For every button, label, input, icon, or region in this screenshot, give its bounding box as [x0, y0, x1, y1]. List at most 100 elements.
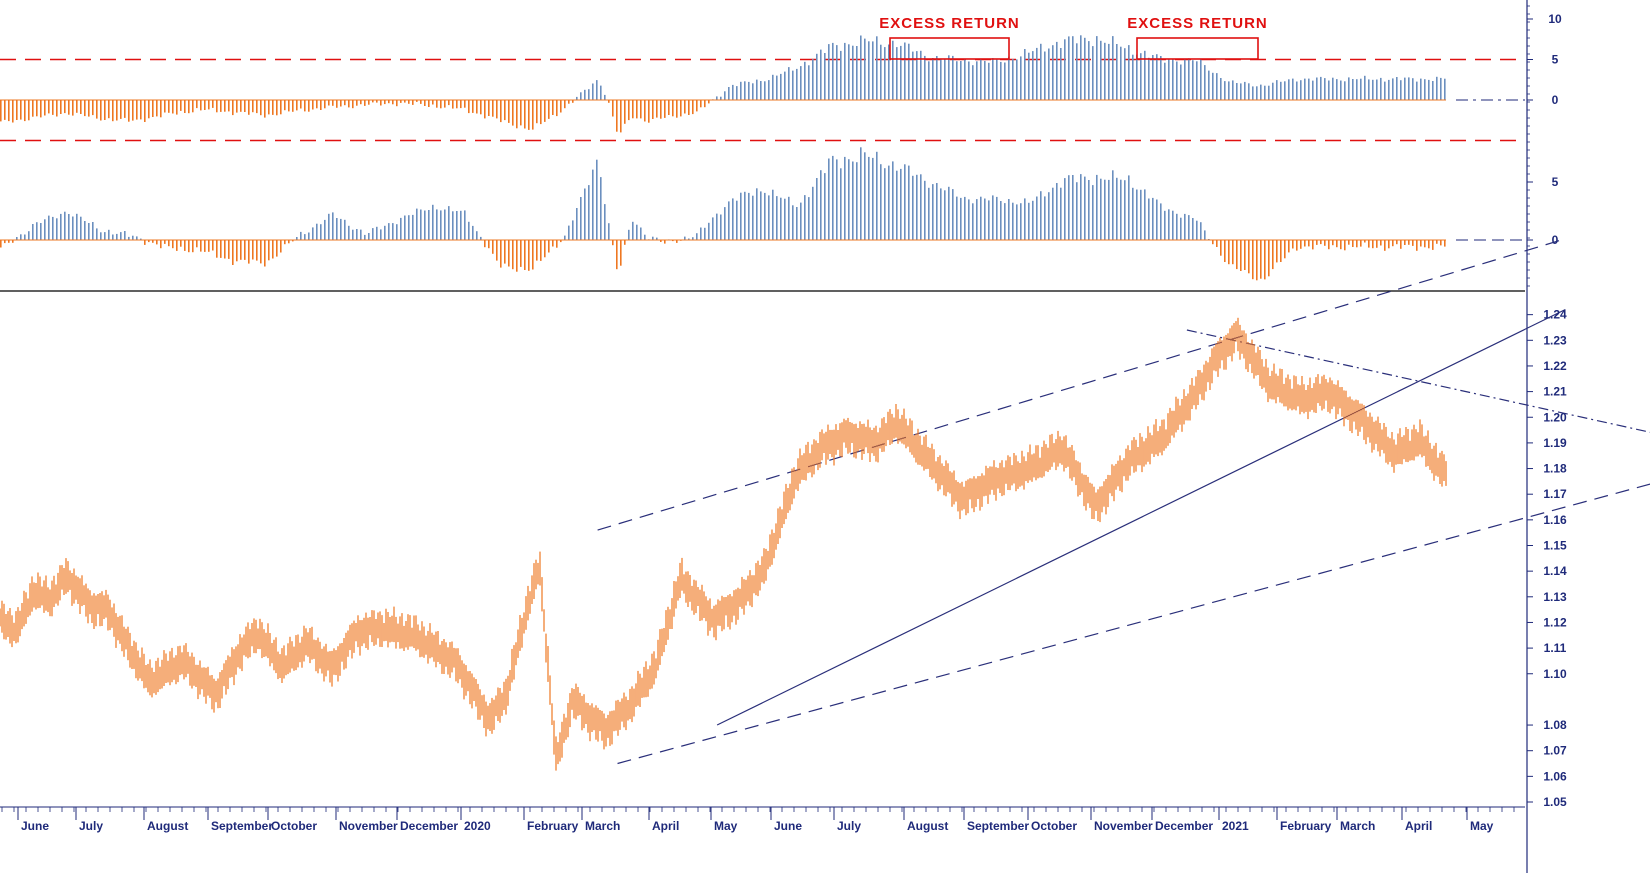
histogram-bar [632, 100, 634, 119]
histogram-bar [420, 209, 422, 240]
histogram-bar [1352, 79, 1354, 100]
histogram-bar [1064, 39, 1066, 100]
histogram-bar [532, 100, 534, 130]
histogram-bar [192, 100, 194, 113]
histogram-bar [608, 223, 610, 240]
histogram-bar [1152, 55, 1154, 100]
histogram-bar [16, 100, 18, 120]
histogram-bar [392, 223, 394, 240]
y-tick-label: 1.21 [1543, 385, 1567, 399]
histogram-bar [404, 215, 406, 240]
histogram-bar [960, 61, 962, 100]
excess-return-label: EXCESS RETURN [1127, 15, 1268, 32]
histogram-bar [388, 100, 390, 104]
histogram-bar [436, 209, 438, 240]
histogram-bar [900, 45, 902, 100]
histogram-bar [76, 213, 78, 240]
histogram-bar [1224, 81, 1226, 100]
histogram-bar [516, 240, 518, 272]
histogram-bar [68, 214, 70, 240]
histogram-bar [736, 86, 738, 100]
histogram-bar [1076, 182, 1078, 240]
histogram-bar [1384, 240, 1386, 251]
histogram-bar [148, 100, 150, 119]
histogram-bar [1316, 77, 1318, 100]
histogram-bar [1068, 175, 1070, 240]
histogram-bar [588, 89, 590, 100]
histogram-bar [212, 100, 214, 108]
histogram-bar [1212, 72, 1214, 100]
histogram-bar [168, 240, 170, 247]
histogram-bar [480, 236, 482, 240]
histogram-bar [628, 229, 630, 240]
histogram-bar [892, 40, 894, 100]
histogram-bar [740, 81, 742, 100]
histogram-bar [512, 100, 514, 126]
histogram-bar [756, 79, 758, 100]
histogram-bar [1344, 81, 1346, 100]
histogram-bar [916, 51, 918, 100]
histogram-bar [1104, 42, 1106, 100]
histogram-bar [704, 227, 706, 240]
histogram-bar [80, 100, 82, 114]
histogram-bar [472, 225, 474, 240]
histogram-bar [508, 240, 510, 267]
histogram-bar [556, 100, 558, 117]
histogram-bar [408, 100, 410, 104]
histogram-bar [928, 187, 930, 240]
histogram-bar [780, 197, 782, 240]
histogram-bar [572, 220, 574, 240]
histogram-bar [708, 222, 710, 240]
histogram-bar [1192, 218, 1194, 240]
histogram-bar [44, 219, 46, 240]
histogram-bar [532, 240, 534, 270]
histogram-bar [372, 228, 374, 240]
histogram-bar [1424, 240, 1426, 248]
histogram-bar [732, 198, 734, 240]
histogram-bar [700, 100, 702, 108]
histogram-bar [1276, 240, 1278, 263]
histogram-bar [1328, 80, 1330, 100]
histogram-bar [1184, 58, 1186, 100]
histogram-bar [468, 100, 470, 114]
histogram-bar [276, 240, 278, 257]
histogram-bar [92, 222, 94, 240]
histogram-bar [1096, 36, 1098, 100]
histogram-bar [476, 231, 478, 240]
histogram-bar [1248, 83, 1250, 100]
histogram-bar [116, 100, 118, 121]
histogram-bar [1140, 189, 1142, 240]
histogram-bar [72, 100, 74, 116]
histogram-bar [1032, 51, 1034, 100]
histogram-bar [1016, 204, 1018, 240]
histogram-bar [776, 75, 778, 100]
histogram-bar [420, 100, 422, 104]
histogram-bar [1116, 177, 1118, 240]
histogram-bar [444, 209, 446, 240]
histogram-bar [1436, 76, 1438, 100]
histogram-bar [264, 240, 266, 267]
histogram-bar [1380, 240, 1382, 246]
histogram-bar [1216, 73, 1218, 100]
histogram-bar [464, 100, 466, 108]
histogram-bar [1428, 79, 1430, 100]
histogram-bar [132, 100, 134, 121]
histogram-bar [868, 41, 870, 100]
histogram-bar [1004, 62, 1006, 100]
x-tick-label: September [211, 819, 273, 833]
histogram-bar [16, 237, 18, 240]
histogram-bar [292, 240, 294, 242]
histogram-bar [536, 100, 538, 124]
histogram-bar [1148, 57, 1150, 100]
histogram-bar [1360, 78, 1362, 100]
x-tick-label: October [271, 819, 317, 833]
histogram-bar [344, 219, 346, 240]
x-tick-label: 2021 [1222, 819, 1249, 833]
histogram-bar [1092, 46, 1094, 100]
histogram-bar [1144, 50, 1146, 100]
histogram-bar [296, 100, 298, 111]
histogram-bar [1048, 192, 1050, 240]
histogram-bar [4, 240, 6, 244]
histogram-bar [564, 235, 566, 240]
histogram-bar [1380, 77, 1382, 100]
